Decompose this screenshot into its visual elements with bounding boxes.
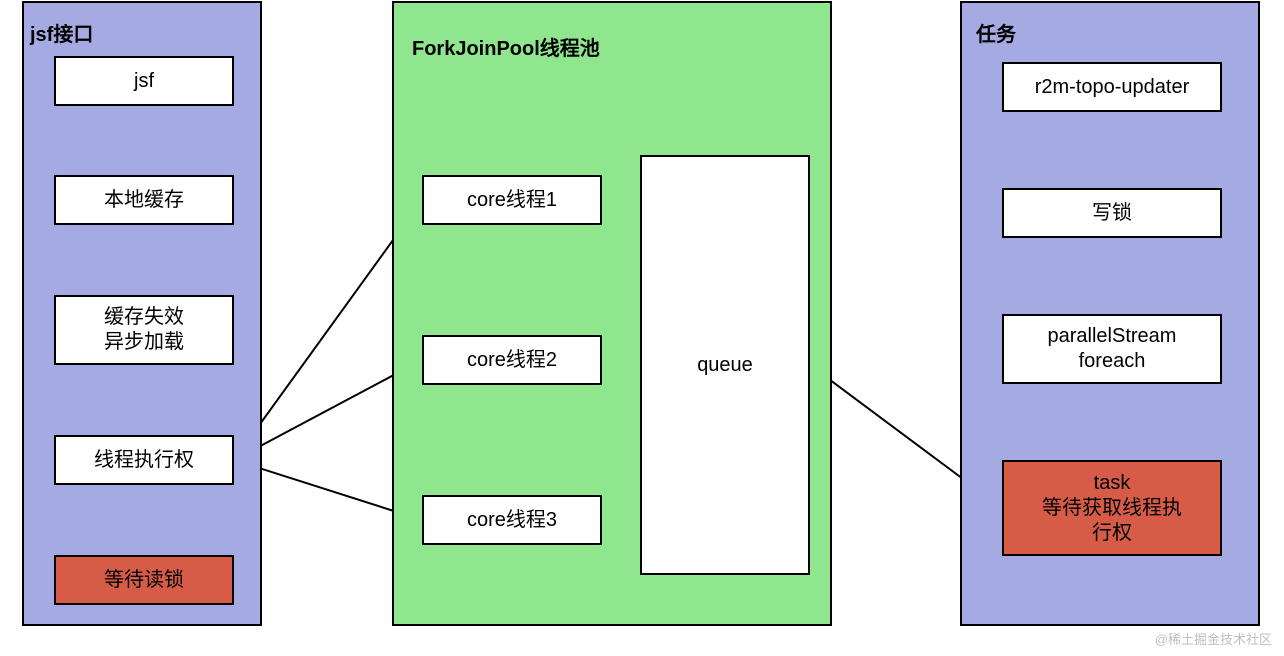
node-cache: 本地缓存 [54,175,234,225]
node-jsf: jsf [54,56,234,106]
node-core2: core线程2 [422,335,602,385]
node-pstream: parallelStream foreach [1002,314,1222,384]
node-wlock: 写锁 [1002,188,1222,238]
node-readlk: 等待读锁 [54,555,234,605]
node-thread: 线程执行权 [54,435,234,485]
watermark: @稀土掘金技术社区 [1155,629,1272,648]
node-task: task 等待获取线程执 行权 [1002,460,1222,556]
node-core1: core线程1 [422,175,602,225]
node-r2m: r2m-topo-updater [1002,62,1222,112]
panel-title-right: 任务 [976,18,1016,47]
node-async: 缓存失效 异步加载 [54,295,234,365]
node-core3: core线程3 [422,495,602,545]
panel-title-mid: ForkJoinPool线程池 [412,32,600,61]
panel-title-left: jsf接口 [30,18,93,47]
node-queue: queue [640,155,810,575]
